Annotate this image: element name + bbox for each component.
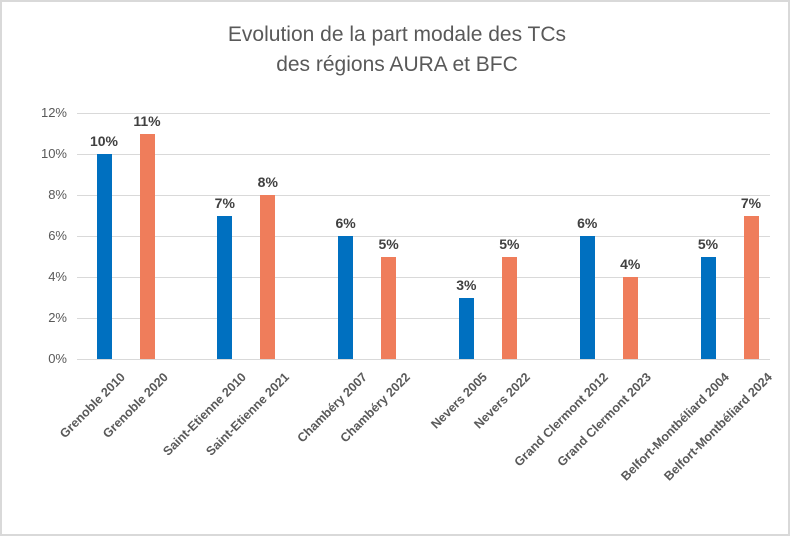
bar-grand-clermont-2012 (579, 236, 595, 359)
bar-value-label-chambery-2022: 5% (378, 235, 399, 252)
bar-value-label-saint-etienne-2010: 7% (214, 194, 235, 211)
gridline-4 (77, 277, 770, 278)
bar-value-label-saint-etienne-2021: 8% (257, 174, 278, 190)
chart-title: Evolution de la part modale des TCs des … (2, 20, 788, 80)
chart-title-line-2: des régions AURA et BFC (276, 53, 518, 76)
bar-value-label-belfort-montbeliard-2004: 5% (697, 235, 719, 252)
gridline-6 (77, 236, 770, 237)
bar-grand-clermont-2023 (622, 277, 638, 359)
bar-value-label-grand-clermont-2012: 6% (577, 215, 598, 231)
y-tick-label: 2% (48, 310, 67, 325)
bar-value-label-grand-clermont-2023: 4% (620, 256, 641, 272)
chart-title-line-1: Evolution de la part modale des TCs (227, 23, 567, 46)
bar-value-label-grenoble-2020: 11% (133, 112, 161, 129)
y-tick-label: 4% (48, 269, 67, 284)
gridline-10 (77, 154, 770, 155)
bar-grenoble-2010 (96, 154, 112, 359)
y-tick-label: 0% (48, 351, 67, 366)
bar-saint-etienne-2021 (260, 195, 276, 359)
bar-value-label-nevers-2005: 3% (456, 276, 477, 293)
bar-chambery-2007 (338, 236, 354, 359)
bar-value-label-grenoble-2010: 10% (89, 133, 119, 149)
bar-chambery-2022 (381, 256, 397, 359)
bar-value-label-belfort-montbeliard-2024: 7% (740, 194, 762, 211)
bar-belfort-montbeliard-2024 (743, 215, 759, 359)
bar-value-label-nevers-2022: 5% (499, 235, 520, 252)
y-tick-label: 12% (40, 105, 67, 120)
gridline-12 (77, 113, 770, 114)
gridline-0 (77, 359, 770, 360)
y-tick-label: 8% (48, 187, 67, 202)
bar-nevers-2022 (501, 256, 517, 359)
bar-belfort-montbeliard-2004 (700, 256, 716, 359)
y-tick-label: 6% (48, 228, 67, 243)
bar-value-label-chambery-2007: 6% (335, 215, 356, 231)
bar-saint-etienne-2010 (217, 215, 233, 359)
bar-nevers-2005 (458, 297, 474, 359)
gridline-2 (77, 318, 770, 319)
gridline-8 (77, 195, 770, 196)
bar-grenoble-2020 (139, 133, 155, 359)
y-tick-label: 10% (40, 146, 67, 161)
